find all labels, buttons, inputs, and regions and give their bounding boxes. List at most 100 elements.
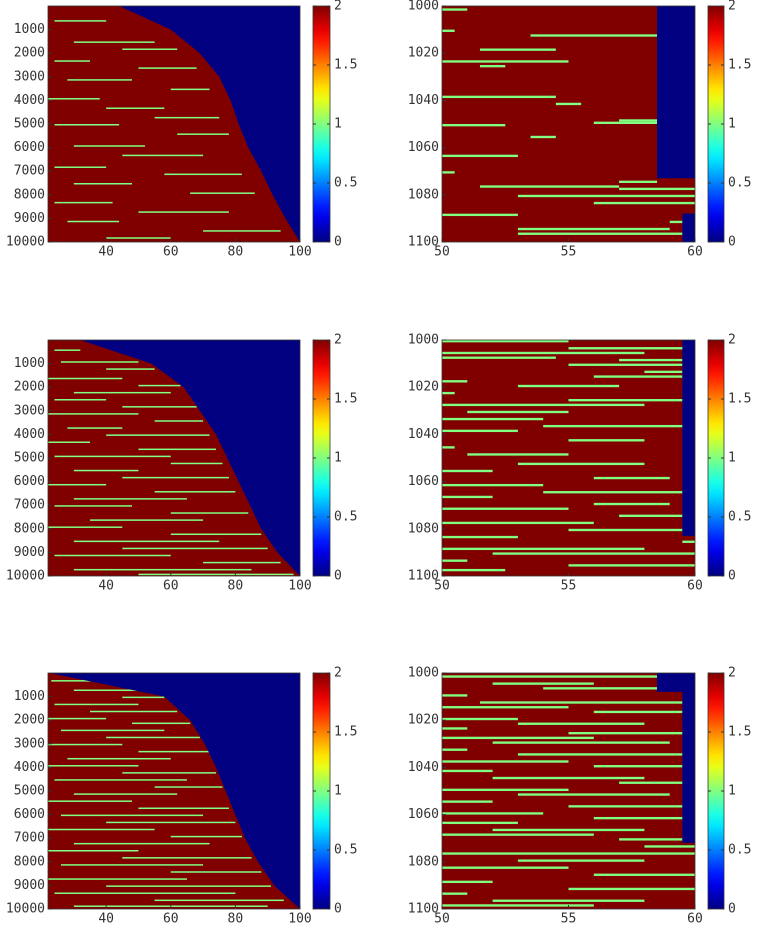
stripe: [73, 568, 252, 571]
y-tick-label: 1000: [408, 0, 439, 14]
stripe: [54, 60, 90, 62]
stripe: [517, 722, 645, 725]
x-tick-label: 100: [288, 912, 311, 927]
stripe: [568, 805, 683, 808]
plot-area: [442, 673, 695, 909]
stripe: [442, 535, 518, 539]
stripe: [67, 220, 120, 223]
y-tick-label: 3000: [14, 736, 45, 751]
stripe: [442, 866, 569, 869]
stripe: [48, 98, 100, 100]
plot-area: [442, 340, 695, 576]
x-tick-label: 55: [561, 912, 577, 927]
y-tick-label: 4000: [14, 427, 45, 442]
stripe: [48, 828, 155, 831]
plot-area: [48, 6, 300, 242]
stripe: [479, 701, 683, 704]
stripe: [568, 732, 683, 735]
x-tick-label: 50: [434, 912, 450, 927]
colorbar-tick-label: 1: [334, 117, 342, 132]
empty-region: [657, 6, 695, 242]
stripe: [54, 505, 132, 507]
colorbar-tick-label: 1.5: [334, 392, 357, 407]
y-tick-label: 10000: [6, 902, 45, 917]
stripe: [442, 507, 569, 510]
colorbar-tick-label: 0.5: [728, 843, 751, 858]
colorbar-tick-label: 1: [334, 451, 342, 466]
empty-region: [49, 673, 300, 909]
stripe: [669, 220, 683, 224]
y-tick-label: 7000: [14, 164, 45, 179]
stripe: [442, 495, 493, 499]
y-tick-label: 1020: [408, 46, 439, 61]
stripe: [48, 483, 107, 486]
stripe: [568, 564, 695, 567]
y-tick-label: 1100: [408, 235, 439, 250]
stripe: [106, 821, 236, 824]
y-tick-label: 1040: [408, 760, 439, 775]
stripe: [138, 807, 229, 810]
stripe: [60, 361, 139, 363]
stripe: [122, 48, 178, 50]
y-tick-label: 2000: [14, 713, 45, 728]
stripe: [517, 753, 683, 756]
stripe: [619, 187, 695, 191]
stripe: [48, 441, 90, 443]
y-tick-label: 1040: [408, 93, 439, 108]
y-tick-label: 6000: [14, 807, 45, 822]
stripe: [555, 102, 582, 106]
stripe: [479, 185, 620, 188]
colorbar-tick-label: 1.5: [728, 58, 751, 73]
stripe: [442, 29, 455, 32]
stripe: [593, 375, 683, 378]
y-tick-label: 1060: [408, 140, 439, 155]
y-tick-label: 1040: [408, 427, 439, 442]
y-tick-label: 4000: [14, 93, 45, 108]
stripe: [593, 816, 683, 820]
stripe: [138, 448, 216, 451]
colorbar-tick-label: 1: [728, 117, 736, 132]
x-tick-label: 50: [434, 579, 450, 594]
stripe: [122, 154, 204, 157]
stripe: [442, 717, 518, 721]
empty-region: [682, 340, 695, 576]
stripe: [568, 887, 695, 891]
x-tick-label: 60: [687, 912, 703, 927]
plot-area: [48, 673, 300, 909]
stripe: [106, 885, 271, 887]
stripe: [568, 399, 683, 402]
stripe: [48, 765, 139, 767]
stripe: [67, 427, 123, 429]
stripe: [619, 781, 683, 784]
stripe: [54, 201, 113, 204]
colorbar-tick-label: 2: [728, 0, 736, 14]
stripe: [619, 180, 658, 183]
stripe: [170, 88, 210, 91]
stripe: [90, 710, 178, 713]
x-tick-label: 55: [561, 245, 577, 260]
stripe: [138, 750, 210, 753]
stripe: [54, 20, 107, 22]
stripe: [48, 413, 139, 415]
stripe: [593, 873, 695, 876]
y-tick-label: 1000: [14, 689, 45, 704]
stripe: [122, 772, 216, 774]
stripe: [106, 237, 171, 239]
stripe: [442, 154, 518, 158]
stripe: [122, 547, 268, 550]
stripe: [619, 838, 683, 841]
stripe: [54, 399, 107, 401]
y-tick-label: 1000: [14, 356, 45, 371]
stripe: [492, 741, 670, 744]
stripe: [619, 358, 683, 362]
stripe: [682, 540, 695, 543]
stripe: [442, 429, 518, 433]
x-tick-label: 100: [288, 245, 311, 260]
y-tick-label: 8000: [14, 521, 45, 536]
colorbar-tick-label: 2: [334, 666, 342, 681]
x-tick-label: 80: [228, 245, 244, 260]
x-tick-label: 55: [561, 579, 577, 594]
colorbar-tick-label: 0: [728, 569, 736, 584]
x-tick-label: 40: [98, 579, 114, 594]
